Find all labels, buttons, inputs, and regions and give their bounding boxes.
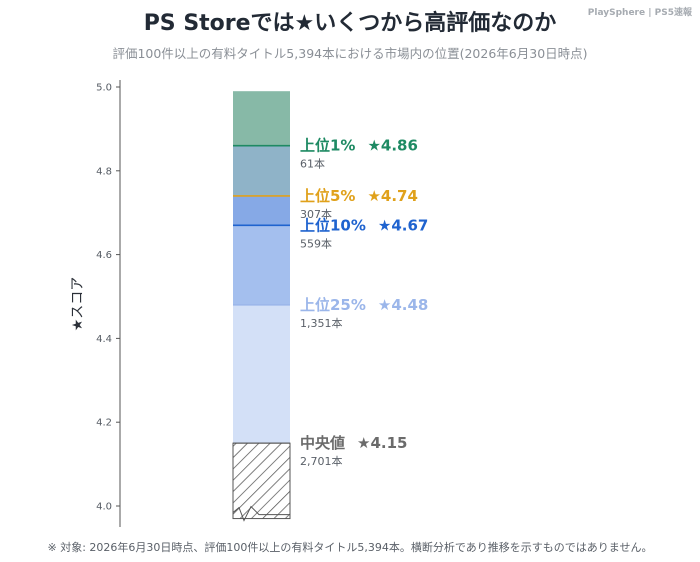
benchmark-count: 559本	[300, 236, 332, 250]
y-tick-label: 4.4	[96, 334, 112, 345]
brand-label: PlaySphere | PS5速報	[588, 6, 693, 18]
benchmark-count: 2,701本	[300, 454, 343, 468]
benchmark-label: 上位5% ★4.74	[300, 187, 418, 205]
footnote: ※ 対象: 2026年6月30日時点、評価100件以上の有料タイトル5,394本…	[48, 540, 653, 554]
bar-segment	[233, 145, 290, 196]
chart-subtitle: 評価100件以上の有料タイトル5,394本における市場内の位置(2026年6月3…	[112, 46, 587, 61]
score-bar	[232, 91, 291, 522]
y-tick-label: 4.2	[96, 418, 112, 429]
axis-break-marker	[232, 505, 290, 522]
chart-title: PS Storeでは★いくつから高評価なのか	[144, 10, 557, 36]
bar-segment	[233, 195, 290, 226]
bar-segment	[233, 91, 290, 146]
y-tick-label: 4.6	[96, 250, 112, 261]
benchmark-label: 上位1% ★4.86	[300, 137, 418, 155]
benchmark-label: 上位25% ★4.48	[300, 296, 428, 314]
benchmark-count: 61本	[300, 157, 325, 171]
benchmark-count: 1,351本	[300, 316, 343, 330]
y-tick-label: 4.8	[96, 166, 112, 177]
y-axis-label: ★スコア	[70, 277, 86, 332]
benchmark-label: 上位10% ★4.67	[300, 216, 428, 234]
benchmark-label: 中央値 ★4.15	[300, 434, 407, 452]
y-axis-ticks: 4.0 4.2 4.4 4.6 4.8 5.0	[96, 83, 120, 513]
bar-segment	[233, 225, 290, 305]
bar-segment	[233, 304, 290, 444]
benchmark-count: 307本	[300, 207, 332, 221]
y-tick-label: 4.0	[96, 502, 112, 513]
below-median-hatch	[232, 442, 291, 520]
y-tick-label: 5.0	[96, 83, 112, 94]
